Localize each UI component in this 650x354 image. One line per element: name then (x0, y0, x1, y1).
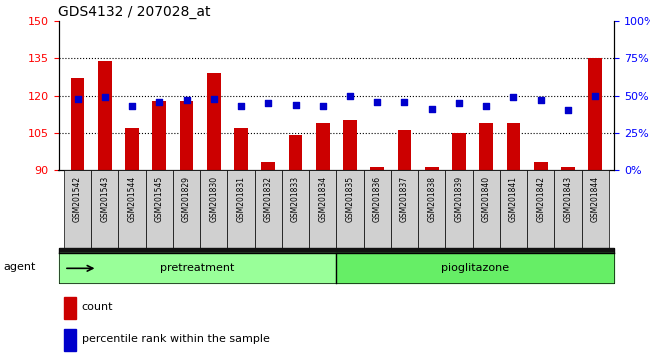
Point (263, 100, 274, 106)
Point (481, 103, 491, 109)
Point (454, 100, 464, 106)
Point (508, 94, 519, 100)
Bar (200, 170, 227, 248)
Bar (98, 61, 112, 170)
Bar (91, 170, 118, 248)
Text: GSM201544: GSM201544 (127, 176, 136, 222)
Bar (561, 167, 575, 170)
Bar (398, 130, 411, 170)
Bar (527, 170, 554, 248)
Bar (445, 170, 473, 248)
Text: agent: agent (3, 262, 36, 272)
Bar (506, 123, 520, 170)
Point (181, 97, 192, 103)
Point (99, 94, 110, 100)
Text: GSM201843: GSM201843 (564, 176, 573, 222)
Bar (64, 170, 91, 248)
Bar (58, 248, 614, 253)
Text: GSM201829: GSM201829 (182, 176, 191, 222)
Point (372, 99, 382, 104)
Text: GSM201841: GSM201841 (509, 176, 518, 222)
Bar (316, 123, 330, 170)
Text: GSM201838: GSM201838 (427, 176, 436, 222)
Text: GSM201834: GSM201834 (318, 176, 327, 222)
Point (127, 103, 137, 109)
Bar (534, 162, 547, 170)
Bar (125, 128, 139, 170)
Text: GSM201832: GSM201832 (264, 176, 273, 222)
Point (344, 93, 355, 98)
Bar (418, 170, 445, 248)
Text: GSM201833: GSM201833 (291, 176, 300, 222)
Bar (289, 135, 302, 170)
Text: GSM201840: GSM201840 (482, 176, 491, 222)
Point (590, 93, 601, 98)
Text: GSM201543: GSM201543 (100, 176, 109, 222)
Point (291, 102, 301, 107)
Text: GSM201835: GSM201835 (346, 176, 354, 222)
Bar (337, 253, 614, 283)
Bar (370, 167, 384, 170)
Bar (500, 170, 527, 248)
Text: GSM201545: GSM201545 (155, 176, 164, 222)
Bar (234, 128, 248, 170)
Bar (343, 120, 357, 170)
Point (426, 106, 437, 112)
Bar (71, 78, 84, 170)
Text: GSM201542: GSM201542 (73, 176, 82, 222)
Bar (118, 170, 146, 248)
Point (536, 97, 546, 103)
Bar (173, 170, 200, 248)
Text: GSM201836: GSM201836 (372, 176, 382, 222)
Bar (391, 170, 418, 248)
Point (318, 103, 328, 109)
Point (72, 96, 83, 101)
Text: count: count (82, 302, 113, 313)
Bar (480, 123, 493, 170)
Bar (261, 162, 275, 170)
Text: pretreatment: pretreatment (161, 263, 235, 273)
Bar (255, 170, 282, 248)
Bar (153, 101, 166, 170)
Text: GSM201830: GSM201830 (209, 176, 218, 222)
Bar (582, 170, 609, 248)
Bar (588, 58, 602, 170)
Bar (452, 133, 466, 170)
Point (209, 96, 219, 101)
Point (563, 108, 573, 113)
Bar (227, 170, 255, 248)
Bar (180, 101, 193, 170)
Bar (58, 253, 337, 283)
Bar (207, 73, 220, 170)
Text: pioglitazone: pioglitazone (441, 263, 510, 273)
Bar (64, 329, 76, 351)
Text: GSM201831: GSM201831 (237, 176, 246, 222)
Bar (64, 297, 76, 319)
Text: GSM201844: GSM201844 (591, 176, 600, 222)
Bar (554, 170, 582, 248)
Point (154, 99, 164, 104)
Bar (425, 167, 439, 170)
Bar (473, 170, 500, 248)
Bar (363, 170, 391, 248)
Point (236, 103, 246, 109)
Bar (282, 170, 309, 248)
Text: GSM201837: GSM201837 (400, 176, 409, 222)
Point (399, 99, 410, 104)
Text: GDS4132 / 207028_at: GDS4132 / 207028_at (58, 5, 211, 19)
Bar (337, 170, 363, 248)
Text: GSM201839: GSM201839 (454, 176, 463, 222)
Text: percentile rank within the sample: percentile rank within the sample (82, 334, 270, 344)
Bar (146, 170, 173, 248)
Bar (309, 170, 337, 248)
Text: GSM201842: GSM201842 (536, 176, 545, 222)
